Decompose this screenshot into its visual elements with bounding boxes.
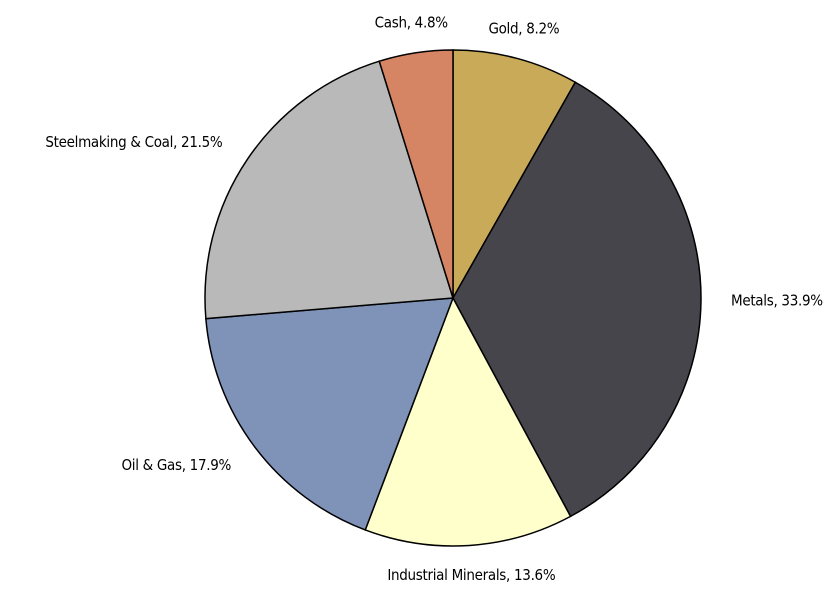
pie-slice [205,297,455,531]
slice-label: Gold, 8.2% [488,20,559,38]
slice-label: Oil & Gas, 17.9% [121,456,231,474]
slice-label: Industrial Minerals, 13.6% [387,566,556,584]
pie-slice [452,49,577,301]
pie-slice [452,81,702,518]
pie-slice [378,49,454,299]
slice-label: Metals, 33.9% [731,292,823,310]
slice-label: Cash, 4.8% [375,14,449,32]
pie-slice [364,296,572,547]
slice-label: Steelmaking & Coal, 21.5% [45,133,223,151]
pie-slice [204,60,454,320]
